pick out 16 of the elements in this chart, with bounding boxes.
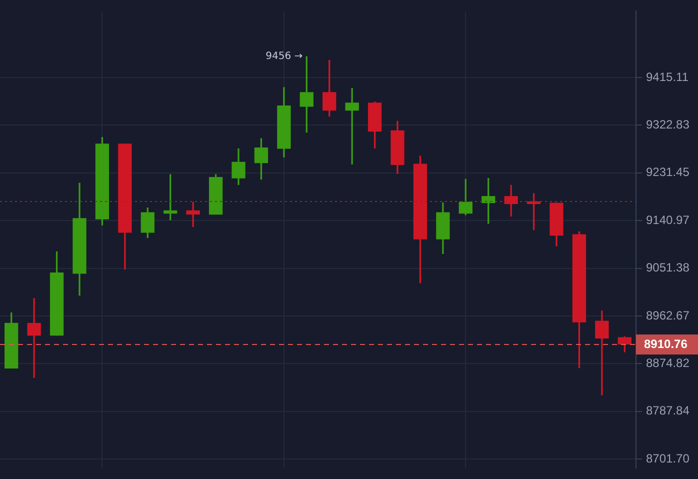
- candlestick: [27, 298, 41, 378]
- candlestick: [595, 310, 609, 396]
- candlestick: [345, 88, 359, 164]
- candlestick: [504, 184, 518, 217]
- y-tick-label: 9051.38: [646, 260, 690, 275]
- ref-line-label: 8910.76: [644, 336, 688, 351]
- y-tick-label: 8787.84: [646, 404, 690, 418]
- y-tick-label: 8701.70: [646, 451, 690, 466]
- y-tick-label: 9140.97: [646, 212, 690, 227]
- y-tick-label: 9415.11: [646, 70, 689, 84]
- y-tick-label: 8962.67: [646, 308, 690, 322]
- candlestick: [186, 202, 200, 228]
- y-tick-label: 9322.83: [646, 118, 690, 132]
- y-tick-label: 9231.45: [646, 165, 690, 180]
- y-tick-label: 8874.82: [646, 356, 690, 370]
- annotation: 9456 →: [266, 51, 303, 62]
